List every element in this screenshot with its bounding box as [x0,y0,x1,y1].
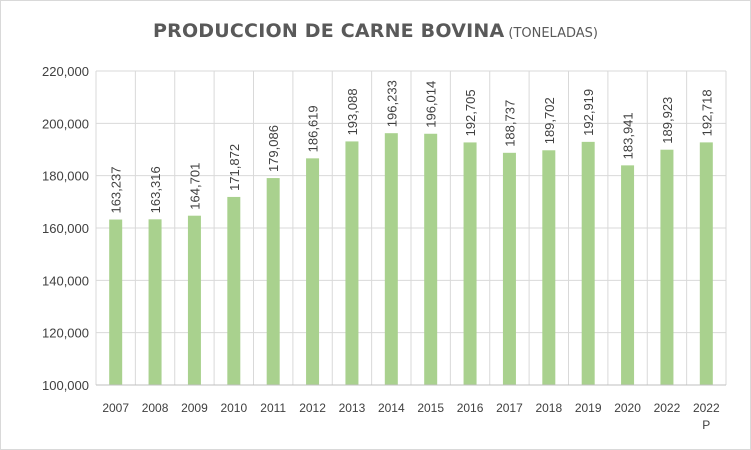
chart-title: PRODUCCION DE CARNE BOVINA (TONELADAS) [0,20,751,42]
x-tick-label: 2014 [378,401,405,415]
x-tick-label: 2008 [142,401,169,415]
x-tick-label-suffix: P [702,418,710,432]
data-label: 171,872 [227,144,242,191]
x-tick-label: 2015 [417,401,444,415]
x-tick-label: 2017 [496,401,523,415]
x-tick-label: 2012 [299,401,326,415]
data-label: 183,941 [621,112,636,159]
bar [699,142,713,385]
x-tick-label: 2019 [575,401,602,415]
bar [187,215,201,385]
bar [502,152,516,385]
bar [306,158,320,385]
bar [227,196,241,385]
y-tick-label: 120,000 [42,326,89,341]
data-label: 186,619 [306,105,321,152]
bar [266,178,280,385]
bar [424,133,438,385]
data-label: 192,919 [581,89,596,136]
x-tick-label: 2013 [339,401,366,415]
x-tick-label: 2018 [535,401,562,415]
data-label: 189,702 [542,97,557,144]
x-tick-label: 2007 [102,401,129,415]
data-label: 163,237 [109,167,124,214]
x-tick-label: 2010 [220,401,247,415]
y-tick-label: 140,000 [42,273,89,288]
bar [621,165,635,385]
data-label: 192,705 [463,89,478,136]
data-label: 196,233 [384,80,399,127]
data-label: 164,701 [187,163,202,210]
bar [581,141,595,385]
data-label: 188,737 [502,100,517,147]
bar [463,142,477,385]
x-tick-label: 2011 [260,401,286,415]
data-label: 189,923 [660,97,675,144]
y-tick-label: 200,000 [42,116,89,131]
chart-title-unit: (TONELADAS) [508,26,598,41]
data-label: 193,088 [345,88,360,135]
y-tick-label: 100,000 [42,378,89,393]
x-tick-label: 2016 [457,401,484,415]
bar [384,133,398,385]
x-tick-label: 2022 [654,401,681,415]
chart-title-main: PRODUCCION DE CARNE BOVINA [153,20,505,42]
bar [109,219,123,385]
data-label: 196,014 [424,81,439,128]
y-tick-label: 160,000 [42,221,89,236]
x-tick-label: 2020 [614,401,641,415]
bar [542,150,556,385]
data-label: 179,086 [266,125,281,172]
y-tick-label: 220,000 [42,64,89,79]
bar [345,141,359,385]
bar [148,219,162,385]
y-tick-label: 180,000 [42,169,89,184]
x-tick-label: 2022 [693,401,720,415]
data-label: 163,316 [148,166,163,213]
x-tick-label: 2009 [181,401,208,415]
bar [660,149,674,385]
data-label: 192,718 [699,89,714,136]
